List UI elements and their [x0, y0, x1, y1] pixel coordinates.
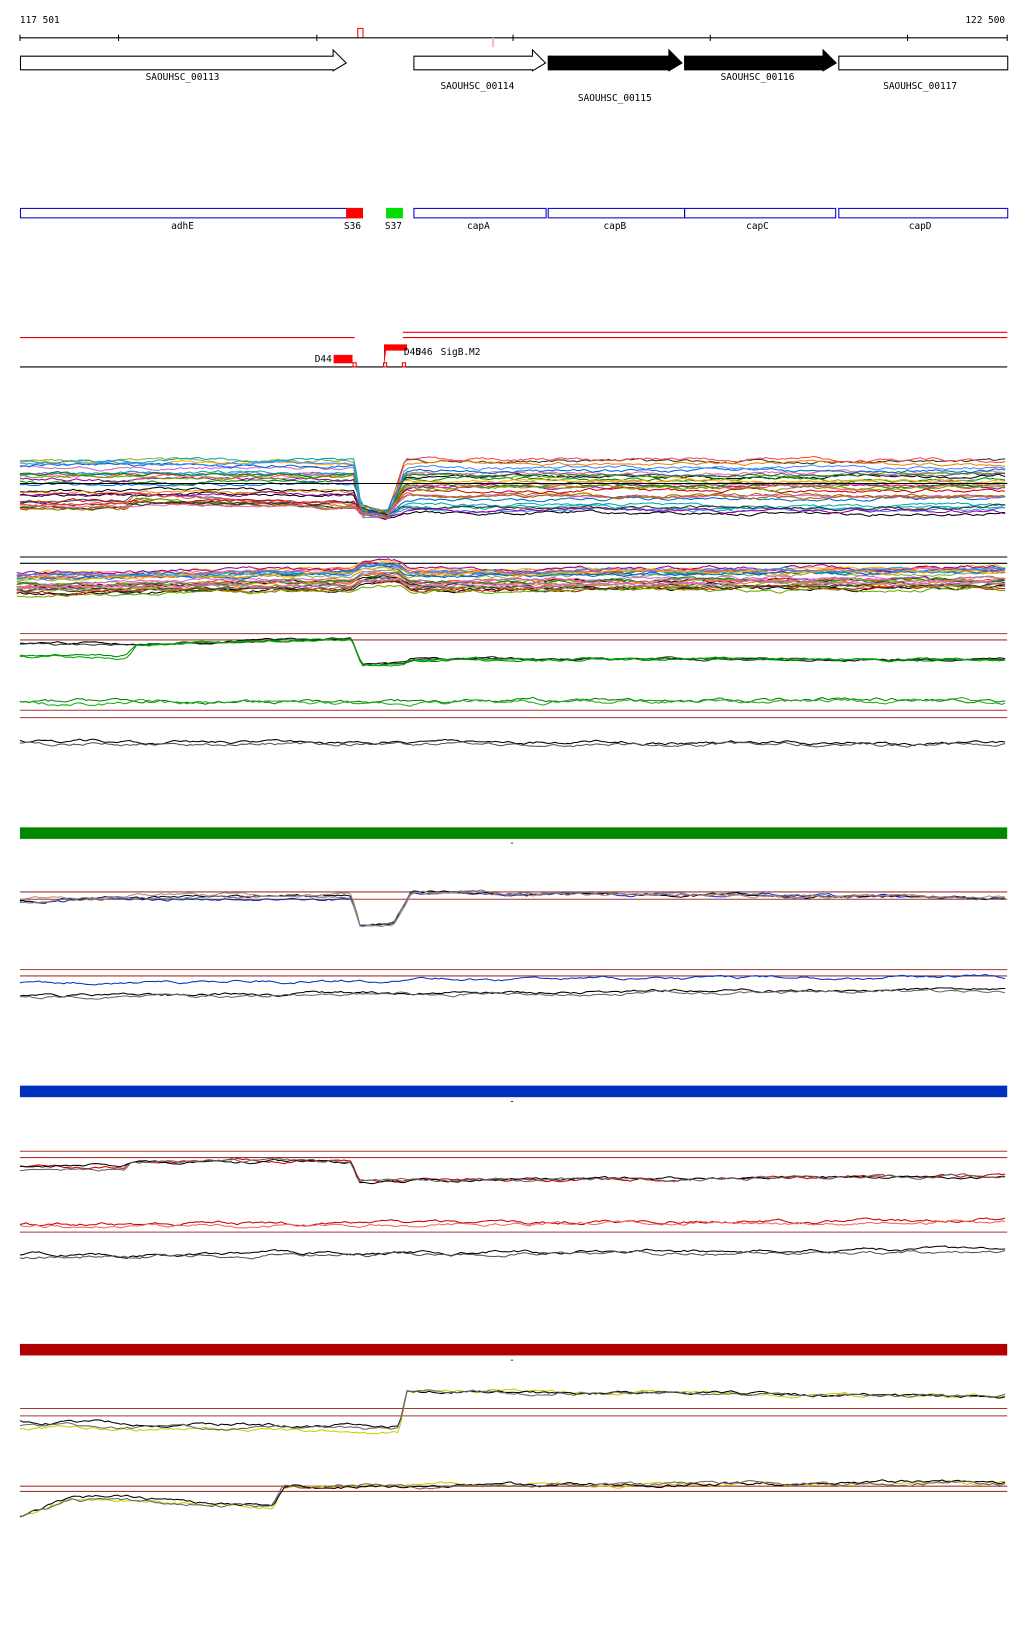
signal-line [16, 558, 1006, 575]
gene-label: SAOUHSC_00116 [721, 72, 795, 83]
signal-line [19, 1389, 1006, 1431]
signal-line [19, 501, 1006, 516]
annotation-label: capA [467, 221, 490, 232]
ruler [19, 34, 1008, 41]
annotation-s36 [346, 207, 364, 219]
signal-line [19, 470, 1006, 519]
signal-line [16, 572, 1006, 588]
feature-label: SigB.M2 [441, 347, 481, 358]
separator: - [509, 1097, 515, 1108]
annotation-label: S36 [344, 221, 361, 232]
expression-tracks [16, 455, 1008, 1518]
condition-bar [19, 1343, 1008, 1356]
annotation-label: adhE [171, 221, 194, 232]
annotation-label: S37 [385, 221, 402, 232]
feature-label: D45 [404, 347, 421, 358]
signal-line [19, 1245, 1006, 1259]
gene-arrows [19, 48, 1009, 72]
signal-line [16, 578, 1006, 592]
condition-bar [19, 1085, 1008, 1098]
signal-line [19, 471, 1006, 516]
ruler-start: 117 501 [20, 15, 60, 26]
signal-line [19, 459, 1006, 514]
signal-line [16, 569, 1006, 587]
annotation-boxes [19, 207, 1009, 219]
separator: - [509, 838, 515, 849]
signal-line [16, 584, 1006, 598]
signal-line [19, 480, 1006, 519]
signal-line [19, 462, 1006, 513]
signal-line [19, 697, 1006, 707]
annotation-label: capC [746, 221, 769, 232]
signal-line [16, 578, 1006, 590]
feature-label: U46 [415, 347, 432, 358]
signal-line [19, 988, 1006, 1000]
signal-line [19, 474, 1006, 516]
signal-line [19, 475, 1006, 517]
gene-label: SAOUHSC_00114 [440, 81, 514, 92]
signal-line [19, 1250, 1006, 1260]
signal-line [19, 637, 1006, 665]
signal-line [19, 1479, 1006, 1518]
gene-label: SAOUHSC_00115 [578, 93, 652, 104]
gene-label: SAOUHSC_00117 [883, 81, 957, 92]
signal-line [19, 741, 1006, 748]
annotation-s37 [386, 207, 403, 219]
signal-line [19, 486, 1006, 520]
signal-line [19, 974, 1006, 986]
signal-line [19, 1217, 1006, 1227]
gene-label: SAOUHSC_00113 [146, 72, 220, 83]
signal-line [19, 1388, 1006, 1435]
signal-line [19, 1157, 1006, 1184]
ruler-marker [357, 27, 364, 38]
signal-line [19, 460, 1006, 517]
signal-line [19, 457, 1006, 512]
signal-line [19, 696, 1006, 705]
feature-label: D44 [315, 354, 332, 365]
signal-line [19, 890, 1006, 928]
ruler-end: 122 500 [965, 15, 1005, 26]
separator: - [509, 1355, 515, 1366]
signal-line [16, 562, 1006, 577]
signal-line [19, 738, 1006, 747]
signal-line [19, 470, 1006, 515]
annotation-label: capB [603, 221, 626, 232]
signal-line [19, 637, 1006, 667]
signal-line [16, 566, 1006, 582]
signal-line [19, 638, 1006, 667]
signal-line [19, 470, 1006, 519]
signal-line [19, 1479, 1006, 1518]
condition-bar [19, 827, 1008, 839]
signal-line [19, 486, 1006, 517]
signal-line [19, 1219, 1006, 1229]
ruler-marker [492, 37, 495, 48]
annotation-label: capD [909, 221, 932, 232]
signal-line [19, 455, 1006, 520]
signal-line [19, 491, 1006, 518]
signal-line [19, 457, 1006, 514]
feature-track [19, 331, 1008, 368]
